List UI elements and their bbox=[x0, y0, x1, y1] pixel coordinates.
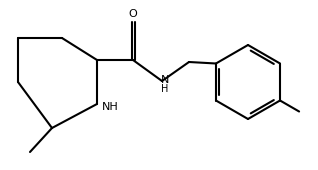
Text: NH: NH bbox=[102, 102, 119, 112]
Text: O: O bbox=[128, 9, 137, 19]
Text: N: N bbox=[161, 75, 169, 85]
Text: H: H bbox=[161, 84, 169, 94]
